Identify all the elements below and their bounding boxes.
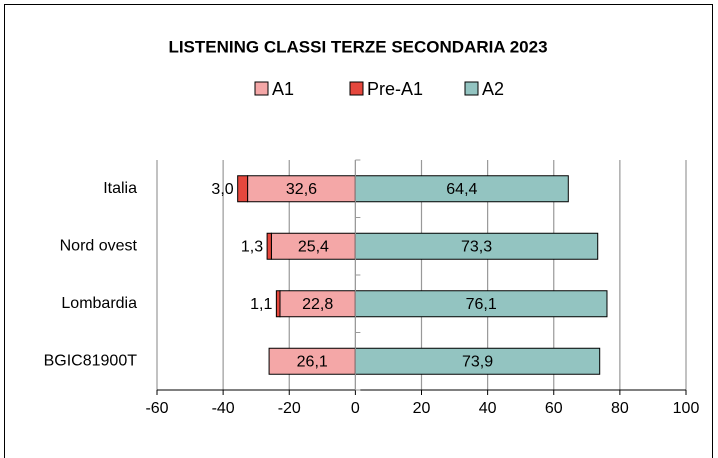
data-label: 76,1: [466, 296, 497, 313]
bar: [354, 347, 601, 375]
x-tick-label: 20: [413, 400, 431, 417]
y-tick-label: Nord ovest: [60, 237, 138, 254]
bar: [275, 290, 281, 318]
data-label: 3,0: [211, 181, 233, 198]
legend-swatch: [349, 81, 364, 96]
x-tick-label: 60: [545, 400, 563, 417]
y-tick-label: Italia: [103, 180, 137, 197]
x-tick-label: -20: [278, 400, 301, 417]
bar: [268, 347, 356, 375]
bar: [354, 232, 599, 260]
data-label: 25,4: [298, 238, 329, 255]
x-tick-label: 100: [673, 400, 700, 417]
legend-label: A1: [272, 79, 294, 99]
data-label: 32,6: [286, 181, 317, 198]
y-tick-label: BGIC81900T: [44, 352, 138, 369]
legend-label: A2: [482, 79, 504, 99]
data-label: 73,9: [462, 353, 493, 370]
bar: [354, 290, 608, 318]
y-tick-label: Lombardia: [61, 295, 137, 312]
data-label: 1,1: [250, 296, 272, 313]
bar: [237, 175, 249, 203]
data-label: 22,8: [302, 296, 333, 313]
legend-swatch: [254, 81, 269, 96]
chart-title: LISTENING CLASSI TERZE SECONDARIA 2023: [168, 37, 547, 56]
data-label: 1,3: [241, 238, 263, 255]
data-label: 73,3: [461, 238, 492, 255]
data-label: 26,1: [297, 353, 328, 370]
x-tick-label: 80: [611, 400, 629, 417]
chart-border: [4, 4, 713, 458]
x-tick-label: -60: [145, 400, 168, 417]
x-tick-label: 40: [479, 400, 497, 417]
bar: [279, 290, 356, 318]
legend-label: Pre-A1: [367, 79, 423, 99]
legend-swatch: [464, 81, 479, 96]
x-tick-label: -40: [212, 400, 235, 417]
data-label: 64,4: [446, 181, 477, 198]
bar: [266, 232, 272, 260]
x-tick-label: 0: [351, 400, 360, 417]
